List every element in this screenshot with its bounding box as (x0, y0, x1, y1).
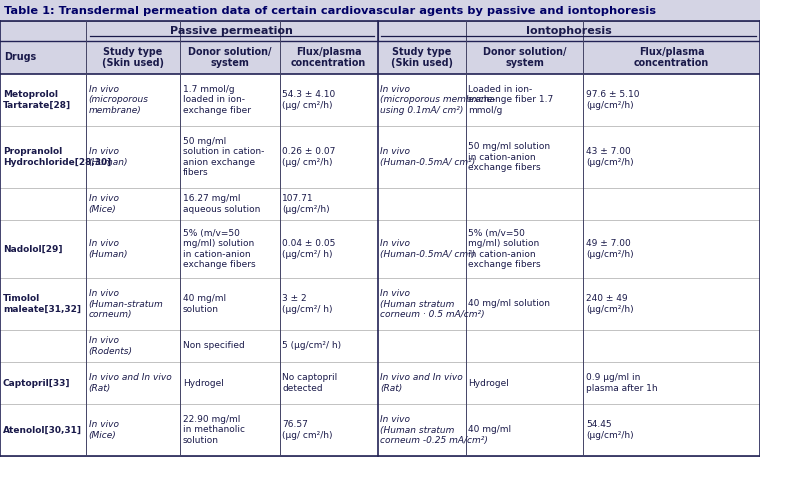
Text: In vivo
(Human-stratum
corneum): In vivo (Human-stratum corneum) (88, 289, 163, 319)
Text: Donor solution/
system: Donor solution/ system (483, 47, 566, 68)
Bar (0, 21, 760, 41)
Text: 0.04 ± 0.05
(μg/cm²/ h): 0.04 ± 0.05 (μg/cm²/ h) (282, 239, 336, 259)
Text: 5% (m/v=50
mg/ml) solution
in cation-anion
exchange fibers: 5% (m/v=50 mg/ml) solution in cation-ani… (469, 229, 541, 269)
Text: In vivo and In vivo
(Rat): In vivo and In vivo (Rat) (88, 373, 171, 393)
Text: 49 ± 7.00
(μg/cm²/h): 49 ± 7.00 (μg/cm²/h) (587, 239, 634, 259)
Text: 50 mg/ml
solution in cation-
anion exchange
fibers: 50 mg/ml solution in cation- anion excha… (183, 137, 265, 177)
Text: Study type
(Skin used): Study type (Skin used) (391, 47, 453, 68)
Text: Study type
(Skin used): Study type (Skin used) (102, 47, 164, 68)
Text: Table 1: Transdermal permeation data of certain cardiovascular agents by passive: Table 1: Transdermal permeation data of … (4, 5, 656, 15)
Text: 50 mg/ml solution
in cation-anion
exchange fibers: 50 mg/ml solution in cation-anion exchan… (469, 142, 551, 172)
Bar (0, 330, 760, 362)
Text: Flux/plasma
concentration: Flux/plasma concentration (634, 47, 709, 68)
Text: 0.26 ± 0.07
(μg/ cm²/h): 0.26 ± 0.07 (μg/ cm²/h) (282, 148, 336, 167)
Text: Timolol
maleate[31,32]: Timolol maleate[31,32] (3, 295, 80, 314)
Text: In vivo
(Mice): In vivo (Mice) (88, 420, 119, 440)
Bar (0, 74, 760, 126)
Bar (0, 278, 760, 330)
Bar (0, 126, 760, 188)
Bar (0, 220, 760, 278)
Text: 54.3 ± 4.10
(μg/ cm²/h): 54.3 ± 4.10 (μg/ cm²/h) (282, 90, 336, 110)
Text: In vivo
(microporous membrane-
using 0.1mA/ cm²): In vivo (microporous membrane- using 0.1… (380, 85, 496, 115)
Text: Passive permeation: Passive permeation (171, 26, 293, 36)
Text: 76.57
(μg/ cm²/h): 76.57 (μg/ cm²/h) (282, 420, 333, 440)
Text: 40 mg/ml solution: 40 mg/ml solution (469, 299, 551, 308)
Text: Hydrogel: Hydrogel (183, 379, 224, 388)
Text: In vivo and In vivo
(Rat): In vivo and In vivo (Rat) (380, 373, 463, 393)
Text: Propranolol
Hydrochloride[28,30]: Propranolol Hydrochloride[28,30] (3, 148, 111, 167)
Text: In vivo
(Mice): In vivo (Mice) (88, 195, 119, 214)
Text: 22.90 mg/ml
in methanolic
solution: 22.90 mg/ml in methanolic solution (183, 415, 245, 445)
Text: Metoprolol
Tartarate[28]: Metoprolol Tartarate[28] (3, 90, 71, 110)
Bar (0, 0, 760, 21)
Text: In vivo
(Human): In vivo (Human) (88, 239, 128, 259)
Text: In vivo
(Rodents): In vivo (Rodents) (88, 336, 132, 356)
Text: Donor solution/
system: Donor solution/ system (188, 47, 272, 68)
Text: In vivo
(Human stratum
corneum · 0.5 mA/cm²): In vivo (Human stratum corneum · 0.5 mA/… (380, 289, 485, 319)
Bar (0, 404, 760, 456)
Text: Drugs: Drugs (4, 52, 36, 62)
Bar (0, 362, 760, 404)
Text: 40 mg/ml
solution: 40 mg/ml solution (183, 295, 226, 314)
Text: Iontophoresis: Iontophoresis (526, 26, 611, 36)
Text: 107.71
(μg/cm²/h): 107.71 (μg/cm²/h) (282, 195, 330, 214)
Text: In vivo
(Human): In vivo (Human) (88, 148, 128, 167)
Text: 240 ± 49
(μg/cm²/h): 240 ± 49 (μg/cm²/h) (587, 295, 634, 314)
Bar (0, 21, 86, 41)
Text: Loaded in ion-
exchange fiber 1.7
mmol/g: Loaded in ion- exchange fiber 1.7 mmol/g (469, 85, 554, 115)
Text: 43 ± 7.00
(μg/cm²/h): 43 ± 7.00 (μg/cm²/h) (587, 148, 634, 167)
Text: 5% (m/v=50
mg/ml) solution
in cation-anion
exchange fibers: 5% (m/v=50 mg/ml) solution in cation-ani… (183, 229, 256, 269)
Text: Hydrogel: Hydrogel (469, 379, 509, 388)
Text: No captopril
detected: No captopril detected (282, 373, 338, 393)
Text: In vivo
(microporous
membrane): In vivo (microporous membrane) (88, 85, 149, 115)
Text: 3 ± 2
(μg/cm²/ h): 3 ± 2 (μg/cm²/ h) (282, 295, 333, 314)
Text: 0.9 μg/ml in
plasma after 1h: 0.9 μg/ml in plasma after 1h (587, 373, 658, 393)
Text: 54.45
(μg/cm²/h): 54.45 (μg/cm²/h) (587, 420, 634, 440)
Text: 40 mg/ml: 40 mg/ml (469, 426, 512, 435)
Text: In vivo
(Human-0.5mA/ cm²): In vivo (Human-0.5mA/ cm²) (380, 239, 476, 259)
Text: 1.7 mmol/g
loaded in ion-
exchange fiber: 1.7 mmol/g loaded in ion- exchange fiber (183, 85, 251, 115)
Text: Atenolol[30,31]: Atenolol[30,31] (3, 426, 82, 435)
Text: 97.6 ± 5.10
(μg/cm²/h): 97.6 ± 5.10 (μg/cm²/h) (587, 90, 640, 110)
Text: Captopril[33]: Captopril[33] (3, 379, 70, 388)
Bar (0, 41, 760, 74)
Text: In vivo
(Human stratum
corneum -0.25 mA/cm²): In vivo (Human stratum corneum -0.25 mA/… (380, 415, 489, 445)
Text: Flux/plasma
concentration: Flux/plasma concentration (291, 47, 366, 68)
Text: Non specified: Non specified (183, 342, 245, 350)
Text: In vivo
(Human-0.5mA/ cm²): In vivo (Human-0.5mA/ cm²) (380, 148, 476, 167)
Bar (0, 188, 760, 220)
Text: Nadolol[29]: Nadolol[29] (3, 245, 62, 253)
Text: 5 (μg/cm²/ h): 5 (μg/cm²/ h) (282, 342, 341, 350)
Text: 16.27 mg/ml
aqueous solution: 16.27 mg/ml aqueous solution (183, 195, 261, 214)
